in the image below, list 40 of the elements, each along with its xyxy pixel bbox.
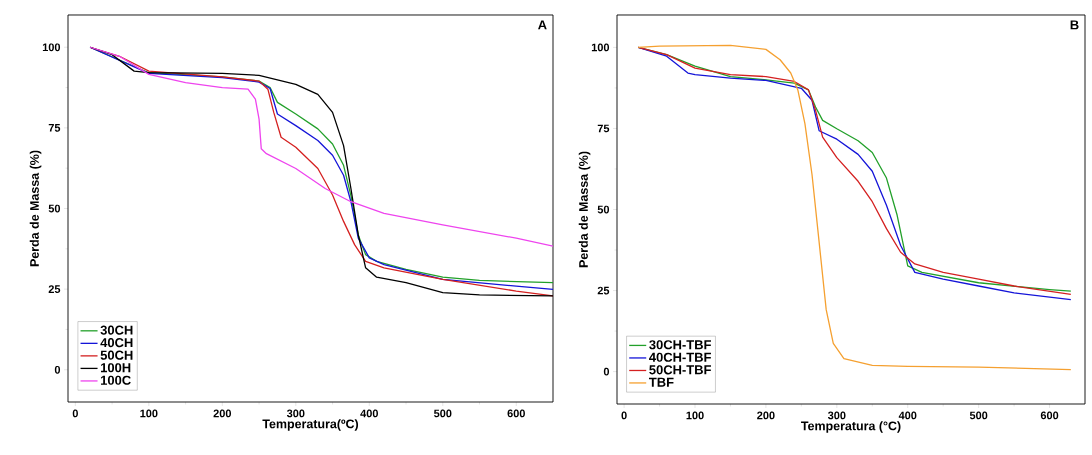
x-tick-label: 0 <box>72 409 78 418</box>
x-tick-label: 100 <box>140 409 158 418</box>
y-tick-label: 100 <box>591 43 610 52</box>
x-tick-label: 200 <box>757 411 775 420</box>
legend-label: 40CH <box>100 338 133 348</box>
annotation: B <box>1070 20 1079 30</box>
legend-label: 100C <box>101 375 131 385</box>
y-tick-label: 25 <box>597 286 610 295</box>
legend-label: 50CH <box>100 350 133 360</box>
line-series <box>89 46 553 247</box>
legend-label: 50CH-TBF <box>649 365 711 375</box>
legend-label: 30CH-TBF <box>649 340 711 350</box>
x-tick-label: 400 <box>360 409 378 418</box>
y-axis-title: Perda de Massa (%) <box>29 150 42 267</box>
x-axis-title: Temperatura (°C) <box>801 421 901 433</box>
x-tick-label: 600 <box>1040 411 1059 420</box>
y-axis-title: Perda de Massa (%) <box>578 151 591 268</box>
x-tick-label: 200 <box>213 409 231 418</box>
x-tick-label: 100 <box>686 411 704 420</box>
x-tick-label: 400 <box>898 411 917 420</box>
x-tick-label: 600 <box>507 409 525 418</box>
x-tick-label: 500 <box>969 411 988 420</box>
y-tick-label: 50 <box>597 205 610 214</box>
legend-label: 100H <box>101 363 131 373</box>
y-tick-label: 0 <box>603 367 610 376</box>
x-tick-label: 0 <box>621 411 627 420</box>
annotation: A <box>538 20 547 30</box>
y-tick-label: 100 <box>42 43 61 52</box>
legend-label: 40CH-TBF <box>649 352 711 362</box>
y-tick-label: 50 <box>48 204 61 213</box>
y-tick-label: 0 <box>54 365 61 374</box>
x-axis-title: Temperatura(ºC) <box>262 419 359 431</box>
y-tick-label: 75 <box>48 124 61 132</box>
x-tick-label: 300 <box>286 409 305 418</box>
x-tick-label: 300 <box>827 411 846 420</box>
y-tick-label: 25 <box>48 285 61 294</box>
x-tick-label: 500 <box>433 409 452 418</box>
y-tick-label: 75 <box>597 124 610 133</box>
legend-label: 30CH <box>100 325 133 335</box>
legend-label: TBF <box>649 377 674 387</box>
